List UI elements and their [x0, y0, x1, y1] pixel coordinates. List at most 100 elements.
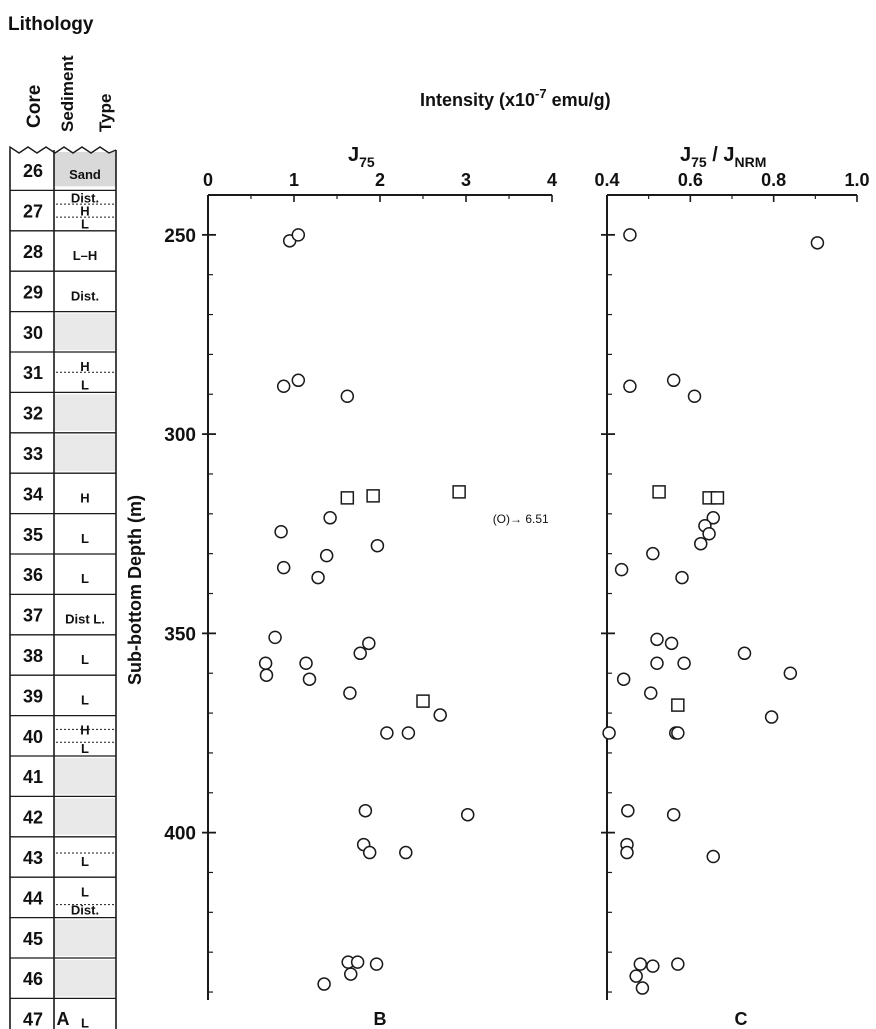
offscale-annotation: (O)→ 6.51: [493, 512, 549, 526]
data-point-circle: [677, 656, 691, 671]
data-point-circle: [694, 536, 708, 551]
sediment-shade-band: [54, 434, 116, 472]
sediment-shade-band: [54, 919, 116, 956]
data-point-circle: [340, 389, 355, 403]
intensity-title: Intensity (x10-7 emu/g): [420, 86, 611, 110]
data-point-circle: [291, 373, 306, 388]
x-tick-label: 2: [375, 170, 385, 190]
data-point-circle: [737, 646, 752, 661]
sediment-label: L–H: [73, 248, 98, 263]
data-point-circle: [258, 656, 273, 671]
y-tick-label: 250: [164, 226, 196, 247]
core-number: 46: [23, 969, 43, 989]
data-point-circle: [276, 379, 291, 394]
data-point-circle: [764, 710, 779, 724]
data-point-circle: [616, 672, 631, 686]
core-number: 26: [23, 161, 43, 181]
x-tick-label: 0: [203, 170, 213, 190]
core-number: 36: [23, 565, 43, 585]
sediment-label: L: [81, 531, 89, 546]
x-tick-label: 0.6: [678, 170, 703, 190]
data-point-circle: [319, 548, 334, 563]
data-point-circle: [810, 236, 825, 250]
core-number: 45: [23, 929, 43, 949]
y-tick-label: 350: [164, 624, 196, 645]
core-number: 31: [23, 363, 43, 383]
data-point-circle: [675, 570, 689, 585]
data-point-circle: [274, 524, 288, 539]
panel-c-title: J75 / JNRM: [680, 144, 766, 170]
sediment-label: Sand: [69, 167, 101, 182]
data-point-circle: [783, 666, 798, 680]
sediment-label: Dist.: [71, 903, 99, 918]
data-point-square: [671, 698, 685, 712]
core-number: 40: [23, 727, 43, 747]
panel-label-a: A: [57, 1009, 70, 1029]
data-point-circle: [629, 969, 643, 983]
data-point-circle: [317, 977, 331, 991]
panel-b-title: J75: [348, 144, 375, 170]
data-point-circle: [362, 636, 376, 651]
j75-scatter-panel: 0 1 2 3 4 250 300 350 400 (O)→ 6.51: [164, 170, 557, 1000]
data-point-circle: [614, 562, 629, 577]
core-number: 33: [23, 444, 43, 464]
core-number: 37: [23, 606, 43, 626]
data-point-circle: [706, 849, 720, 864]
data-point-circle: [702, 526, 716, 541]
sand-band: [54, 152, 116, 187]
core-number: 34: [23, 484, 43, 504]
data-point-circle: [644, 686, 658, 700]
data-point-circle: [666, 807, 681, 822]
data-point-circle: [343, 686, 357, 700]
core-number: 47: [23, 1010, 43, 1029]
core-number: 42: [23, 808, 43, 828]
data-point-circle: [650, 656, 664, 671]
core-number: 44: [23, 888, 43, 908]
y-axis-label: Sub-bottom Depth (m): [125, 495, 145, 685]
data-point-circle: [259, 668, 274, 682]
data-point-square: [416, 694, 430, 708]
sediment-label: L: [81, 652, 89, 667]
x-tick-label: 3: [461, 170, 471, 190]
data-point-square: [452, 485, 466, 499]
core-number: 27: [23, 202, 43, 222]
data-point-circle: [353, 646, 367, 661]
sediment-shade-band: [54, 313, 116, 350]
data-point-circle: [671, 957, 685, 971]
sediment-label: L: [81, 692, 89, 707]
x-tick-label: 0.8: [761, 170, 786, 190]
sediment-label: L: [81, 571, 89, 586]
x-tick-label: 0.4: [594, 170, 619, 190]
x-tick-label: 1.0: [844, 170, 869, 190]
data-point-circle: [664, 636, 679, 651]
lithology-title: Lithology: [8, 14, 94, 35]
sediment-shade-band: [54, 394, 116, 431]
data-point-circle: [621, 803, 635, 818]
core-number: 35: [23, 525, 43, 545]
data-point-circle: [399, 845, 413, 860]
data-point-square: [710, 491, 725, 505]
data-point-circle: [646, 959, 660, 973]
sediment-label: Dist.: [71, 288, 99, 303]
sediment-label: Dist L.: [65, 612, 105, 627]
data-point-circle: [623, 379, 637, 394]
core-number: 43: [23, 848, 43, 868]
sediment-label: Dist.: [71, 191, 99, 206]
sediment-label: H: [80, 204, 89, 219]
data-point-circle: [620, 845, 634, 860]
sediment-label: L: [81, 1016, 89, 1029]
ratio-scatter-panel: 0.4 0.6 0.8 1.0: [594, 170, 870, 1000]
sediment-shade-band: [54, 960, 116, 997]
core-number: 29: [23, 282, 43, 302]
data-point-circle: [323, 511, 337, 525]
y-tick-label: 400: [164, 824, 196, 845]
lithology-column: 26 27 28 29 30 31 32 33 34 35 36 37 38 39 40 41 42 43 44 45…: [9, 145, 117, 1029]
sediment-shade-band: [54, 758, 116, 795]
data-point-circle: [358, 803, 373, 818]
x-tick-label: 4: [547, 170, 557, 190]
sediment-label: H: [80, 490, 89, 505]
data-point-circle: [646, 546, 660, 561]
data-point-circle: [650, 632, 664, 647]
panel-label-c: C: [735, 1009, 748, 1029]
